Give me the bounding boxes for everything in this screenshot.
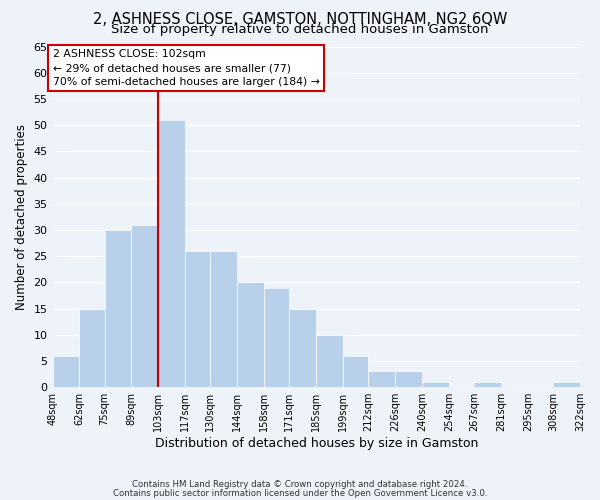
Bar xyxy=(264,288,289,387)
Bar xyxy=(53,356,79,387)
Bar xyxy=(158,120,185,387)
Bar xyxy=(316,335,343,387)
Bar xyxy=(422,382,449,387)
Text: Size of property relative to detached houses in Gamston: Size of property relative to detached ho… xyxy=(111,22,489,36)
Y-axis label: Number of detached properties: Number of detached properties xyxy=(15,124,28,310)
Bar xyxy=(343,356,368,387)
Text: Contains HM Land Registry data © Crown copyright and database right 2024.: Contains HM Land Registry data © Crown c… xyxy=(132,480,468,489)
Bar xyxy=(395,372,422,387)
Bar xyxy=(185,251,211,387)
Bar xyxy=(79,308,104,387)
Text: 2 ASHNESS CLOSE: 102sqm
← 29% of detached houses are smaller (77)
70% of semi-de: 2 ASHNESS CLOSE: 102sqm ← 29% of detache… xyxy=(53,49,319,87)
Bar xyxy=(368,372,395,387)
Bar xyxy=(553,382,580,387)
Text: Contains public sector information licensed under the Open Government Licence v3: Contains public sector information licen… xyxy=(113,488,487,498)
Text: 2, ASHNESS CLOSE, GAMSTON, NOTTINGHAM, NG2 6QW: 2, ASHNESS CLOSE, GAMSTON, NOTTINGHAM, N… xyxy=(93,12,507,28)
Bar xyxy=(238,282,264,387)
Bar xyxy=(104,230,131,387)
Bar xyxy=(474,382,501,387)
Bar xyxy=(211,251,238,387)
Bar xyxy=(289,308,316,387)
X-axis label: Distribution of detached houses by size in Gamston: Distribution of detached houses by size … xyxy=(155,437,478,450)
Bar xyxy=(131,224,158,387)
